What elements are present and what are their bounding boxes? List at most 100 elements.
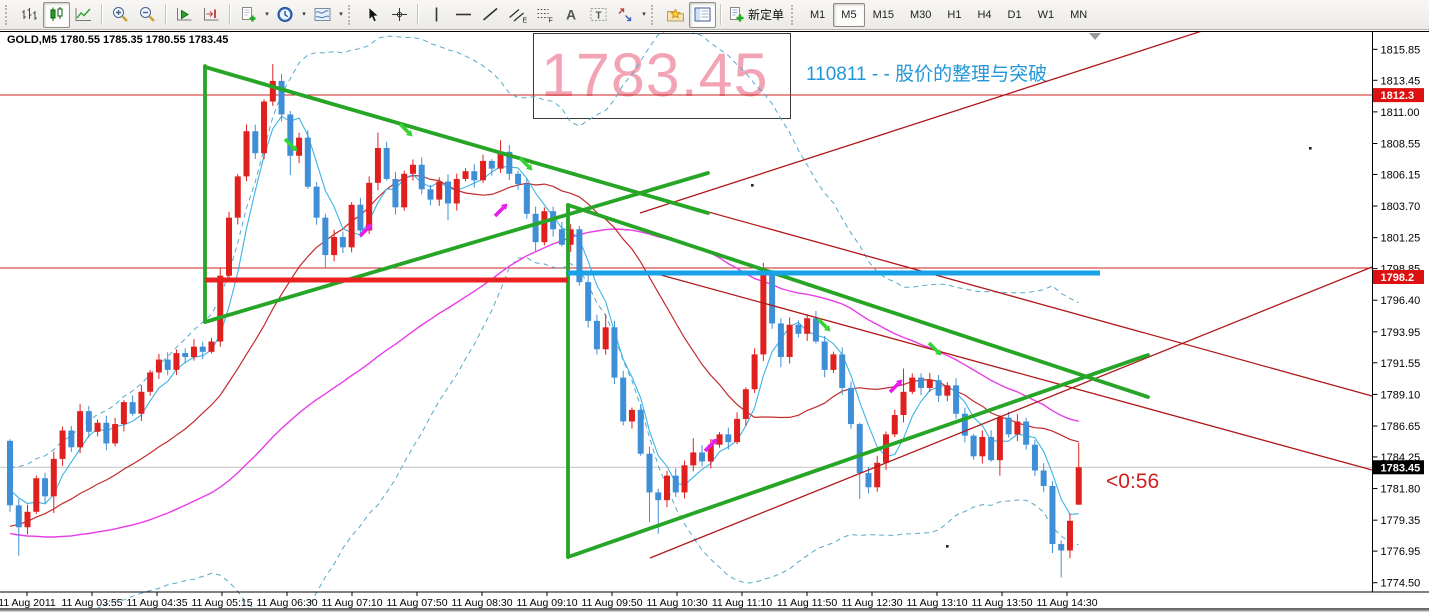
new-chart-button[interactable] — [235, 2, 262, 28]
timeframe-d1[interactable]: D1 — [1007, 8, 1022, 21]
support-resistance-segments — [205, 270, 1100, 283]
svg-text:1774.50: 1774.50 — [1381, 578, 1421, 590]
arrows-button[interactable] — [612, 2, 639, 28]
bar-chart-button[interactable] — [16, 2, 43, 28]
toolbar-separator — [720, 4, 722, 25]
auto-scroll-icon — [175, 6, 194, 23]
shift-marker-icon — [1089, 33, 1101, 40]
vertical-line-button[interactable] — [423, 2, 450, 28]
arrows-icon — [616, 6, 635, 23]
toolbar-separator — [229, 4, 231, 25]
bar-countdown-text: <0:56 — [1106, 470, 1160, 493]
arrows-dropdown-caret[interactable]: ▾ — [642, 10, 646, 18]
svg-text:11 Aug 06:30: 11 Aug 06:30 — [256, 597, 317, 609]
timeframe-m30[interactable]: M30 — [909, 8, 932, 21]
templates-button[interactable] — [309, 2, 336, 28]
candlestick-chart-icon — [47, 6, 66, 23]
svg-text:1813.45: 1813.45 — [1381, 75, 1421, 87]
chart-canvas[interactable]: 1815.85 1813.45 1811.00 1808.55 1806.15 1803.… — [0, 31, 1429, 612]
vertical-line-icon — [427, 6, 446, 23]
svg-text:T: T — [595, 11, 601, 22]
new-chart-dropdown-caret[interactable]: ▾ — [265, 10, 269, 18]
svg-text:1806.15: 1806.15 — [1381, 169, 1421, 181]
zoom-in-button[interactable] — [107, 2, 134, 28]
svg-text:11 Aug 09:10: 11 Aug 09:10 — [516, 597, 577, 609]
toolbar-separator — [101, 4, 103, 25]
new-order-label: 新定单 — [748, 8, 785, 22]
equidistant-channel-icon: E — [508, 6, 527, 23]
timeframe-m1[interactable]: M1 — [810, 8, 826, 21]
horizontal-line-button[interactable] — [450, 2, 477, 28]
svg-text:11 Aug 09:50: 11 Aug 09:50 — [581, 597, 642, 609]
svg-text:1812.3: 1812.3 — [1381, 90, 1415, 102]
text-label-icon: T — [589, 6, 608, 23]
timeframe-mn[interactable]: MN — [1070, 8, 1088, 21]
svg-text:1783.45: 1783.45 — [1381, 462, 1421, 474]
cursor-button[interactable] — [359, 2, 386, 28]
auto-scroll-button[interactable] — [171, 2, 198, 28]
candlestick-chart-button[interactable] — [43, 1, 70, 28]
timeframe-m5[interactable]: M5 — [833, 2, 865, 27]
chart-shift-button[interactable] — [198, 2, 225, 28]
toolbar: ▾ ▾ ▾ E F A T ▾ 新定单 M1 M5 M15 M30 H1 H4 D1 W1 MN — [0, 0, 1429, 30]
timeframe-h1[interactable]: H1 — [947, 8, 962, 21]
toolbar-grip — [791, 4, 798, 25]
svg-text:1815.85: 1815.85 — [1381, 44, 1421, 56]
svg-text:1793.95: 1793.95 — [1381, 327, 1421, 339]
text-button[interactable]: A — [558, 2, 585, 28]
toolbar-grip — [651, 4, 658, 25]
svg-text:11 Aug 07:50: 11 Aug 07:50 — [386, 597, 447, 609]
new-order-button[interactable]: 新定单 — [726, 2, 789, 28]
favorites-button[interactable] — [662, 2, 689, 28]
svg-text:11 Aug 2011: 11 Aug 2011 — [0, 597, 56, 609]
toolbar-grip — [5, 4, 12, 25]
bar-chart-icon — [20, 6, 39, 23]
periods-dropdown-caret[interactable]: ▾ — [302, 10, 306, 18]
periods-button[interactable] — [272, 2, 299, 28]
svg-text:11 Aug 11:10: 11 Aug 11:10 — [712, 597, 772, 609]
chart-shift-icon — [202, 6, 221, 23]
trendline-button[interactable] — [477, 2, 504, 28]
timeframe-m15[interactable]: M15 — [872, 8, 894, 21]
pennant-drawings — [203, 64, 1150, 559]
time-axis: 11 Aug 2011 11 Aug 03:55 11 Aug 04:35 11 Au… — [0, 591, 1429, 609]
zoom-in-icon — [111, 6, 130, 23]
fibonacci-retracement-button[interactable]: F — [531, 2, 558, 28]
new-order-icon — [727, 6, 746, 23]
timeframe-h4[interactable]: H4 — [977, 8, 992, 21]
horizontal-line-icon — [454, 6, 473, 23]
svg-text:11 Aug 08:30: 11 Aug 08:30 — [451, 597, 512, 609]
svg-text:11 Aug 11:50: 11 Aug 11:50 — [777, 597, 837, 609]
svg-text:E: E — [523, 18, 528, 24]
svg-text:F: F — [549, 18, 553, 24]
svg-text:1798.2: 1798.2 — [1381, 272, 1415, 284]
line-chart-button[interactable] — [70, 2, 97, 28]
data-window-button[interactable] — [689, 1, 716, 28]
crosshair-icon — [390, 6, 409, 23]
equidistant-channel-button[interactable]: E — [504, 2, 531, 28]
data-window-icon — [693, 6, 712, 23]
svg-text:11 Aug 13:10: 11 Aug 13:10 — [906, 597, 967, 609]
candles — [7, 64, 1082, 578]
zoom-out-icon — [138, 6, 157, 23]
signal-arrows — [283, 122, 942, 453]
cursor-icon — [363, 6, 382, 23]
svg-text:11 Aug 10:30: 11 Aug 10:30 — [646, 597, 707, 609]
chart-annotation-text: 110811 - - 股价的整理与突破 — [806, 64, 1048, 85]
periods-icon — [276, 6, 295, 23]
svg-text:1781.80: 1781.80 — [1381, 484, 1421, 496]
text-label-button[interactable]: T — [585, 2, 612, 28]
svg-text:11 Aug 12:30: 11 Aug 12:30 — [841, 597, 902, 609]
crosshair-button[interactable] — [386, 2, 413, 28]
text-icon: A — [562, 6, 581, 23]
trendline-icon — [481, 6, 500, 23]
svg-text:1808.55: 1808.55 — [1381, 138, 1421, 150]
timeframe-w1[interactable]: W1 — [1037, 8, 1055, 21]
watermark-price: 1783.45 — [541, 41, 769, 109]
svg-text:1776.95: 1776.95 — [1381, 546, 1421, 558]
zoom-out-button[interactable] — [134, 2, 161, 28]
templates-dropdown-caret[interactable]: ▾ — [339, 10, 343, 18]
svg-text:A: A — [566, 7, 576, 23]
svg-text:1789.10: 1789.10 — [1381, 389, 1421, 401]
